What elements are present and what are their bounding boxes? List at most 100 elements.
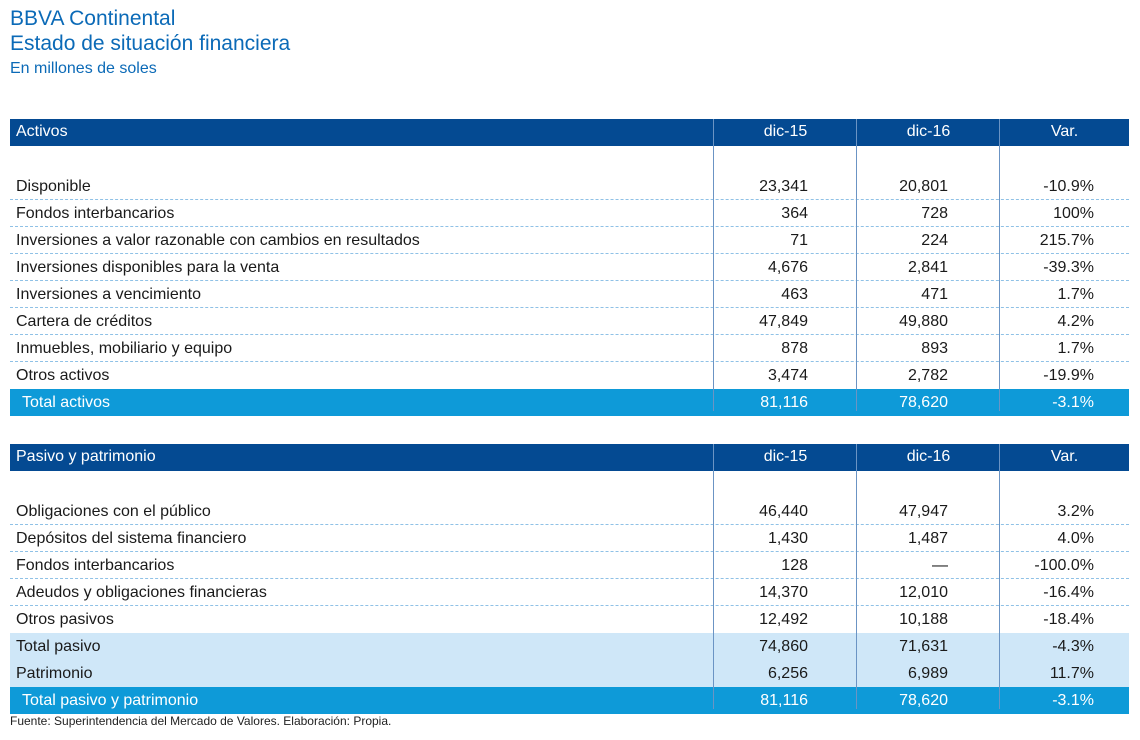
cell-var: 1.7% [1057, 340, 1094, 357]
report-title: BBVA Continental [10, 7, 176, 30]
table-row: Inversiones a valor razonable con cambio… [10, 227, 1129, 254]
row-label: Inversiones a valor razonable con cambio… [16, 232, 420, 249]
table-spacer [10, 471, 1129, 498]
subtotal-dic16: 71,631 [899, 638, 948, 655]
header-cell: Var. [1050, 123, 1079, 140]
cell-dic15: 463 [781, 286, 808, 303]
row-label: Inversiones a vencimiento [16, 286, 201, 303]
cell-dic15: 364 [781, 205, 808, 222]
cell-var: 3.2% [1057, 503, 1094, 520]
table-row: Adeudos y obligaciones financieras 14,37… [10, 579, 1129, 606]
cell-var: 215.7% [1039, 232, 1094, 249]
cell-dic16: — [932, 557, 948, 574]
table-row: Inversiones a vencimiento 463 471 1.7% [10, 281, 1129, 308]
cell-var: 4.0% [1057, 530, 1094, 547]
table-row: Depósitos del sistema financiero 1,430 1… [10, 525, 1129, 552]
total-var: -3.1% [1052, 394, 1094, 411]
subtotal-row: Patrimonio 6,256 6,989 11.7% [10, 660, 1129, 687]
cell-var: 100% [1053, 205, 1094, 222]
cell-dic15: 1,430 [767, 530, 808, 547]
cell-dic15: 4,676 [767, 259, 808, 276]
total-var: -3.1% [1052, 692, 1094, 709]
column-divider [999, 119, 1000, 411]
row-label: Cartera de créditos [16, 313, 153, 330]
subtotal-label: Total pasivo [16, 638, 101, 655]
header-cell: Activos [16, 123, 68, 140]
header-cell: dic-16 [906, 123, 951, 140]
total-row: Total pasivo y patrimonio 81,116 78,620 … [10, 687, 1129, 714]
cell-dic16: 1,487 [907, 530, 948, 547]
cell-var: 4.2% [1057, 313, 1094, 330]
cell-dic16: 47,947 [899, 503, 948, 520]
report-titles: BBVA Continental Estado de situación fin… [10, 6, 290, 80]
cell-var: -19.9% [1043, 367, 1094, 384]
table-row: Obligaciones con el público 46,440 47,94… [10, 498, 1129, 525]
total-dic15: 81,116 [760, 692, 808, 709]
row-label: Depósitos del sistema financiero [16, 530, 247, 547]
header-cell: Pasivo y patrimonio [16, 448, 156, 465]
subtotal-row: Total pasivo 74,860 71,631 -4.3% [10, 633, 1129, 660]
header-cell: dic-15 [763, 123, 808, 140]
cell-dic16: 728 [921, 205, 948, 222]
row-label: Adeudos y obligaciones financieras [16, 584, 267, 601]
cell-dic15: 3,474 [767, 367, 808, 384]
subtotal-label: Patrimonio [16, 665, 93, 682]
pasivo-table: Pasivo y patrimonio dic-15 dic-16 Var. O… [10, 444, 1129, 714]
total-dic16: 78,620 [899, 394, 948, 411]
report-subtitle: Estado de situación financiera [10, 32, 291, 55]
table-row: Inmuebles, mobiliario y equipo 878 893 1… [10, 335, 1129, 362]
table-row: Disponible 23,341 20,801 -10.9% [10, 173, 1129, 200]
row-label: Fondos interbancarios [16, 205, 175, 222]
subtotal-dic15: 6,256 [767, 665, 808, 682]
table-row: Fondos interbancarios 364 728 100% [10, 200, 1129, 227]
header-cell: dic-16 [906, 448, 951, 465]
cell-dic15: 128 [781, 557, 808, 574]
total-label: Total pasivo y patrimonio [22, 692, 199, 709]
row-label: Otros activos [16, 367, 110, 384]
column-divider [999, 444, 1000, 709]
column-divider [856, 119, 857, 411]
cell-dic16: 10,188 [899, 611, 948, 628]
row-label: Fondos interbancarios [16, 557, 175, 574]
cell-dic16: 224 [921, 232, 948, 249]
total-label: Total activos [22, 394, 111, 411]
cell-var: -16.4% [1043, 584, 1094, 601]
cell-var: -39.3% [1043, 259, 1094, 276]
column-divider [713, 119, 714, 411]
total-dic16: 78,620 [899, 692, 948, 709]
cell-dic15: 878 [781, 340, 808, 357]
table-row: Otros pasivos 12,492 10,188 -18.4% [10, 606, 1129, 633]
cell-dic16: 49,880 [899, 313, 948, 330]
table-row: Fondos interbancarios 128 — -100.0% [10, 552, 1129, 579]
row-label: Inmuebles, mobiliario y equipo [16, 340, 233, 357]
table-header: Pasivo y patrimonio dic-15 dic-16 Var. [10, 444, 1129, 471]
cell-dic16: 12,010 [899, 584, 948, 601]
row-label: Otros pasivos [16, 611, 114, 628]
header-cell: dic-15 [763, 448, 808, 465]
column-divider [713, 444, 714, 709]
total-row: Total activos 81,116 78,620 -3.1% [10, 389, 1129, 416]
cell-var: -100.0% [1034, 557, 1094, 574]
cell-var: -18.4% [1043, 611, 1094, 628]
cell-var: 1.7% [1057, 286, 1094, 303]
activos-table: Activos dic-15 dic-16 Var. Disponible 23… [10, 119, 1129, 416]
subtotal-dic15: 74,860 [759, 638, 808, 655]
cell-dic16: 20,801 [899, 178, 948, 195]
table-header: Activos dic-15 dic-16 Var. [10, 119, 1129, 146]
cell-dic15: 12,492 [759, 611, 808, 628]
cell-dic15: 71 [790, 232, 808, 249]
row-label: Disponible [16, 178, 91, 195]
row-label: Obligaciones con el público [16, 503, 211, 520]
cell-var: -10.9% [1043, 178, 1094, 195]
total-dic15: 81,116 [760, 394, 808, 411]
cell-dic15: 47,849 [759, 313, 808, 330]
header-cell: Var. [1050, 448, 1079, 465]
table-row: Inversiones disponibles para la venta 4,… [10, 254, 1129, 281]
cell-dic15: 46,440 [759, 503, 808, 520]
cell-dic15: 14,370 [759, 584, 808, 601]
cell-dic16: 2,782 [907, 367, 948, 384]
table-spacer [10, 146, 1129, 173]
cell-dic15: 23,341 [759, 178, 808, 195]
subtotal-var: 11.7% [1049, 665, 1094, 682]
cell-dic16: 893 [921, 340, 948, 357]
